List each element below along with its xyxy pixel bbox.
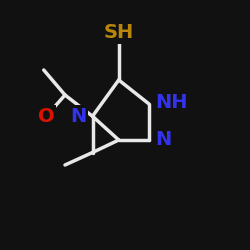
Text: N: N	[70, 107, 86, 126]
Text: N: N	[155, 130, 171, 149]
Text: O: O	[38, 107, 54, 126]
Text: NH: NH	[155, 93, 188, 112]
Text: SH: SH	[104, 23, 134, 42]
